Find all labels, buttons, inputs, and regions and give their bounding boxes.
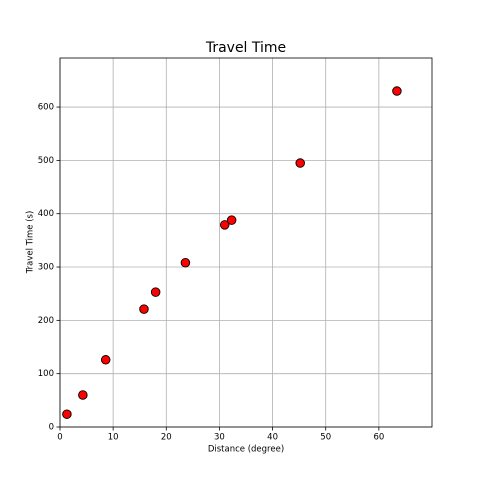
y-tick-label: 300: [38, 263, 54, 273]
x-tick-label: 20: [161, 433, 172, 443]
x-tick-label: 30: [214, 433, 225, 443]
point: [180, 258, 191, 268]
y-tick-label: 100: [38, 369, 54, 379]
point: [100, 355, 111, 365]
point: [295, 158, 305, 168]
point: [78, 390, 88, 400]
x-axis-label: Distance (degree): [208, 445, 284, 455]
point: [139, 304, 149, 314]
y-tick-label: 600: [38, 103, 54, 113]
x-tick-label: 40: [267, 433, 278, 443]
point: [150, 287, 161, 297]
y-tick-label: 0: [49, 423, 54, 433]
x-tick-label: 0: [57, 433, 62, 443]
plot-frame: [59, 57, 433, 428]
y-axis-label: Travel Time (s): [26, 211, 36, 275]
y-tick-label: 500: [38, 156, 54, 166]
y-tick-label: 400: [38, 209, 54, 219]
point: [392, 86, 402, 96]
chart-title: Travel Time: [205, 40, 286, 56]
point: [226, 215, 237, 225]
x-tick-label: 50: [320, 433, 331, 443]
point: [62, 409, 72, 419]
point: [219, 220, 230, 230]
y-tick-label: 200: [38, 316, 54, 326]
x-tick-label: 10: [108, 433, 119, 443]
x-tick-label: 60: [373, 433, 384, 443]
